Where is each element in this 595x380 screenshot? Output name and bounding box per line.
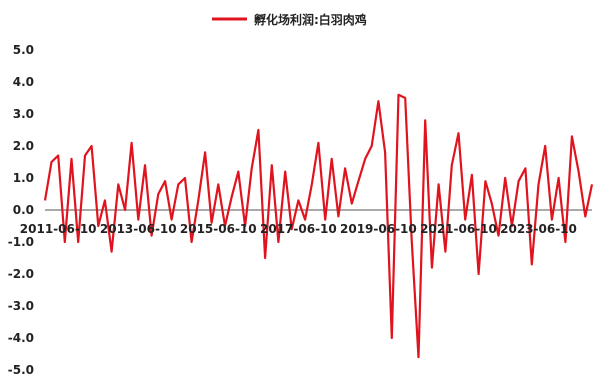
y-tick-label: 1.0 [13,171,34,185]
x-tick-label: 2013-06-10 [100,222,177,236]
x-tick-label: 2021-06-10 [420,222,497,236]
x-tick-label: 2015-06-10 [180,222,257,236]
y-tick-label: 0.0 [13,203,34,217]
y-tick-label: -4.0 [8,331,34,345]
y-tick-label: -3.0 [8,299,34,313]
series-line-0 [43,93,594,359]
x-tick-label: 2011-06-10 [20,222,97,236]
legend-label: 孵化场利润:白羽肉鸡 [254,12,367,27]
y-tick-label: 5.0 [13,43,34,57]
x-tick-label: 2023-06-10 [500,222,577,236]
y-tick-label: -1.0 [8,235,34,249]
y-tick-label: 4.0 [13,75,34,89]
x-tick-label: 2017-06-10 [260,222,337,236]
y-tick-label: 2.0 [13,139,34,153]
y-tick-label: -2.0 [8,267,34,281]
series-group [43,93,594,359]
x-axis: 2011-06-10 2013-06-10 2015-06-10 2017-06-10… [20,222,577,236]
y-tick-label: 3.0 [13,107,34,121]
y-tick-label: -5.0 [8,363,34,377]
chart-legend: 孵化场利润:白羽肉鸡 [212,12,367,27]
y-axis: 5.0 4.0 3.0 2.0 1.0 0.0 -1.0 -2.0 -3.0 -4.0 -5.0 [8,43,34,377]
x-tick-label: 2019-06-10 [340,222,417,236]
